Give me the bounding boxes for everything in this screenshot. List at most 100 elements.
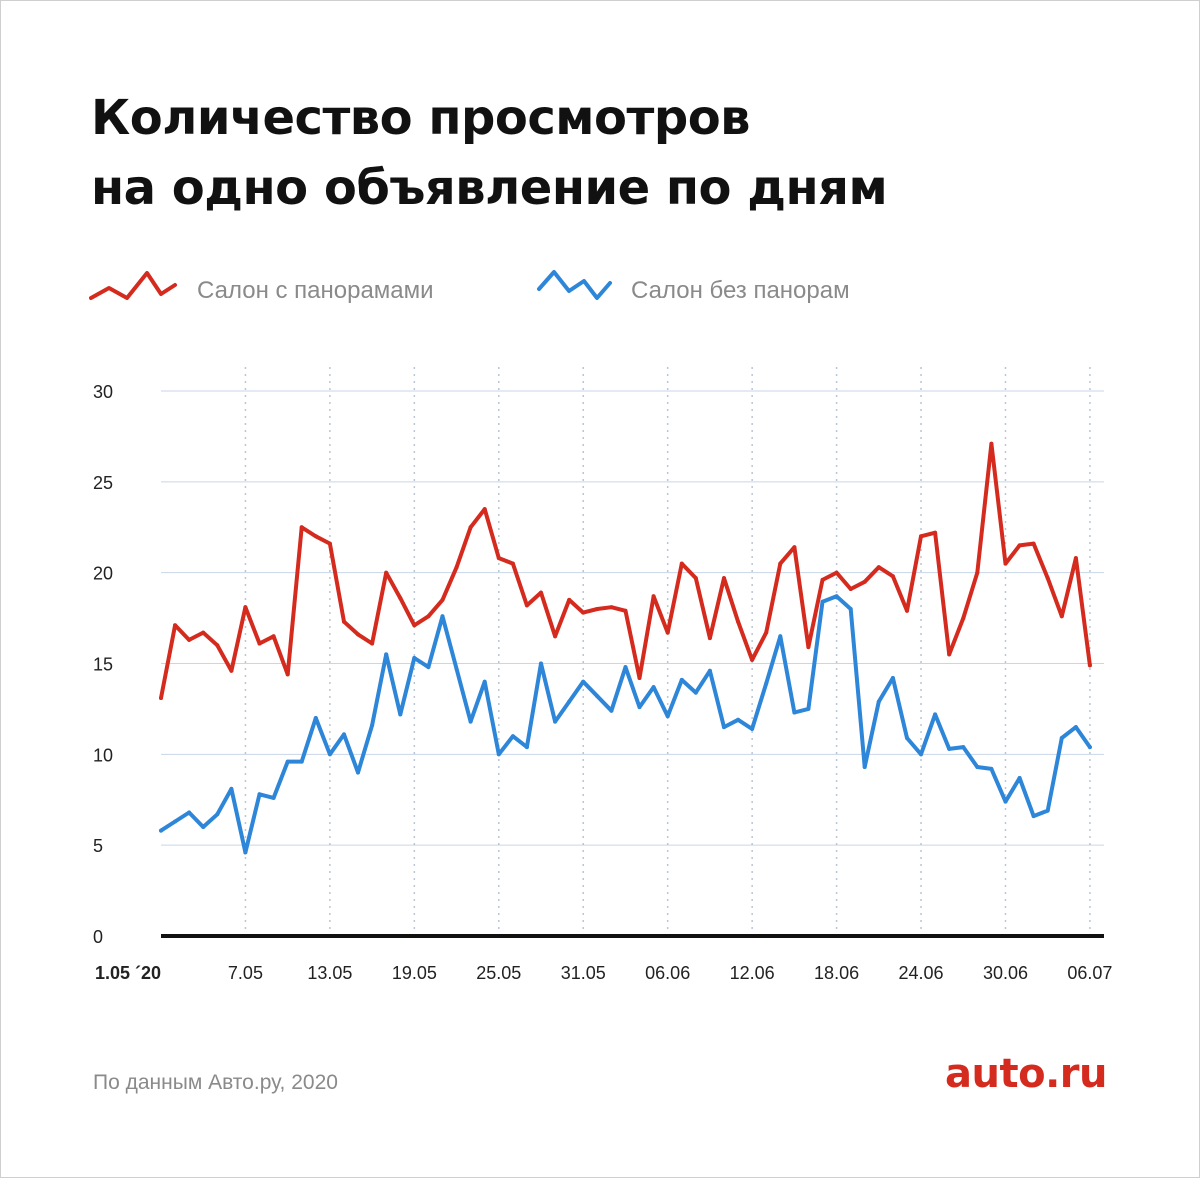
data-point-no-panoramas (581, 679, 586, 684)
data-point-panoramas (243, 605, 248, 610)
data-point-panoramas (327, 541, 332, 546)
x-tick-label: 1.05 ´20 (95, 963, 161, 983)
chart-title-line-1: Количество просмотров (91, 90, 751, 146)
data-point-panoramas (609, 605, 614, 610)
data-point-no-panoramas (313, 716, 318, 720)
data-point-panoramas (876, 565, 881, 570)
data-point-panoramas (1003, 561, 1008, 566)
x-tick-label: 31.05 (561, 963, 606, 983)
data-point-panoramas (581, 610, 586, 615)
data-point-no-panoramas (975, 765, 980, 769)
data-point-panoramas (905, 608, 909, 613)
data-point-panoramas (482, 507, 487, 512)
data-point-no-panoramas (609, 708, 614, 713)
data-point-panoramas (440, 597, 445, 602)
x-tick-label: 24.06 (899, 963, 944, 983)
data-point-no-panoramas (243, 850, 248, 855)
data-point-no-panoramas (553, 719, 558, 724)
x-tick-label: 18.06 (814, 963, 859, 983)
data-point-no-panoramas (524, 745, 529, 750)
data-point-panoramas (693, 576, 698, 581)
data-point-no-panoramas (919, 752, 923, 757)
data-point-no-panoramas (1087, 745, 1092, 750)
data-point-no-panoramas (876, 699, 881, 704)
data-point-no-panoramas (482, 679, 487, 684)
data-point-no-panoramas (778, 634, 783, 639)
data-point-panoramas (919, 534, 923, 539)
data-point-panoramas (285, 672, 290, 677)
data-point-no-panoramas (736, 717, 741, 722)
legend-label-no-panoramas: Салон без панорам (631, 277, 850, 304)
data-point-panoramas (750, 657, 755, 662)
data-point-no-panoramas (257, 792, 262, 797)
y-tick-label: 5 (93, 836, 103, 856)
legend-blue-zigzag-icon (537, 270, 612, 300)
data-point-panoramas (173, 623, 178, 628)
data-point-no-panoramas (299, 759, 304, 764)
data-point-no-panoramas (750, 726, 755, 731)
data-point-panoramas (862, 579, 867, 584)
data-point-panoramas (1087, 663, 1092, 668)
data-point-no-panoramas (989, 766, 994, 771)
data-point-no-panoramas (187, 810, 192, 815)
data-point-no-panoramas (623, 665, 628, 670)
x-tick-label: 06.07 (1067, 963, 1112, 983)
data-point-panoramas (342, 619, 346, 624)
data-point-no-panoramas (440, 614, 445, 619)
data-point-no-panoramas (961, 745, 966, 750)
y-tick-label: 20 (93, 564, 113, 584)
data-point-no-panoramas (370, 723, 375, 728)
data-point-panoramas (679, 561, 684, 566)
data-point-panoramas (778, 561, 783, 566)
data-point-panoramas (665, 630, 670, 635)
data-point-panoramas (736, 619, 741, 624)
data-point-panoramas (524, 603, 529, 608)
data-point-panoramas (510, 561, 515, 566)
data-point-panoramas (201, 630, 206, 635)
data-point-no-panoramas (271, 795, 276, 800)
auto-ru-logo: auto.ru (945, 1051, 1107, 1097)
x-tick-label: 25.05 (476, 963, 521, 983)
chart-title-line-2: на одно объявление по дням (91, 160, 888, 216)
data-point-no-panoramas (201, 825, 206, 829)
x-tick-label: 12.06 (730, 963, 775, 983)
legend-item-no-panoramas: Салон без панорам (536, 269, 936, 309)
data-point-no-panoramas (454, 667, 459, 671)
chart-title: Количество просмотров на одно объявление… (91, 83, 888, 223)
data-point-panoramas (553, 634, 558, 639)
data-point-panoramas (271, 634, 276, 639)
data-point-no-panoramas (679, 677, 684, 682)
data-point-no-panoramas (412, 656, 417, 660)
data-point-panoramas (1017, 543, 1022, 548)
data-point-no-panoramas (539, 661, 543, 666)
data-point-panoramas (961, 616, 966, 621)
series-line-no-panoramas (159, 594, 1092, 855)
data-point-no-panoramas (905, 736, 909, 740)
source-note: По данным Авто.ру, 2020 (93, 1071, 338, 1094)
data-point-no-panoramas (327, 752, 332, 757)
data-point-panoramas (806, 645, 811, 650)
data-point-no-panoramas (1045, 808, 1050, 813)
data-point-no-panoramas (215, 812, 220, 817)
y-tick-label: 10 (93, 745, 113, 765)
data-point-no-panoramas (651, 685, 656, 690)
data-point-no-panoramas (722, 725, 726, 730)
data-point-no-panoramas (834, 594, 839, 599)
data-point-no-panoramas (848, 607, 853, 611)
data-point-no-panoramas (933, 712, 938, 717)
data-point-panoramas (412, 623, 417, 628)
data-point-panoramas (1031, 541, 1036, 546)
x-tick-label: 13.05 (307, 963, 352, 983)
data-point-panoramas (313, 534, 318, 539)
data-point-panoramas (398, 596, 403, 601)
data-point-no-panoramas (890, 676, 895, 680)
data-point-panoramas (299, 525, 304, 530)
data-point-panoramas (933, 530, 938, 535)
legend-label-panoramas: Салон с панорамами (197, 277, 434, 304)
data-point-panoramas (187, 637, 192, 642)
data-point-no-panoramas (792, 710, 797, 715)
x-tick-label: 30.06 (983, 963, 1028, 983)
data-point-panoramas (947, 652, 952, 657)
data-point-panoramas (834, 570, 839, 575)
